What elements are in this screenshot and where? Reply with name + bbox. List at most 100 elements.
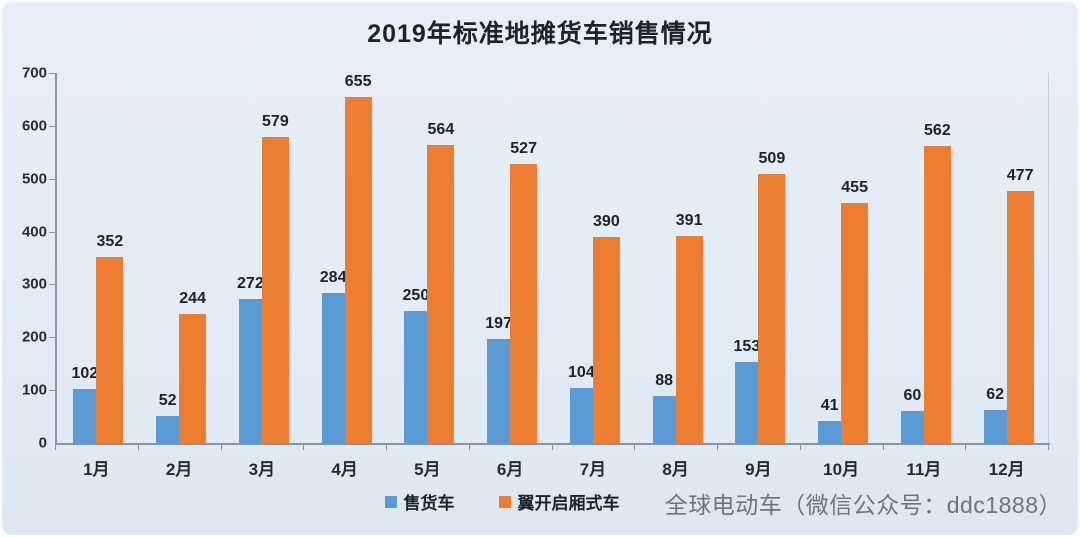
x-axis-label: 3月 [248,460,276,479]
y-axis-tick [49,73,55,74]
y-axis-tick [49,125,55,127]
bar-value-label: 62 [986,386,1005,404]
legend-item: 售货车 [384,489,455,514]
y-axis-tick [49,231,55,233]
x-axis-tick [137,445,139,450]
bar-orange [675,236,703,443]
chart-title: 2019年标准地摊货车销售情况 [367,20,713,48]
bar-value-label: 52 [158,391,177,409]
y-axis-tick [49,337,55,339]
bar-blue [569,388,593,443]
bar-value-label: 250 [402,286,430,304]
bar-orange [758,173,786,443]
x-axis-label: 2月 [165,460,193,479]
x-axis-tick [882,445,884,450]
bar-value-label: 244 [179,290,206,308]
x-axis-label: 10月 [823,460,860,479]
plot-right-border [1048,73,1049,443]
bar-value-label: 455 [841,178,868,196]
x-axis-line [55,443,1050,445]
x-axis-tick [634,445,636,450]
x-axis-label: 5月 [414,460,441,479]
bar-blue [73,389,97,443]
y-axis-tick-label: 200 [21,328,47,346]
x-axis-tick [717,445,718,450]
x-axis-tick [220,445,222,450]
y-axis-tick [49,284,55,286]
legend-label: 售货车 [403,494,455,513]
bar-value-label: 390 [593,212,620,230]
bar-blue [321,292,345,443]
x-axis-label: 11月 [906,460,942,479]
y-axis-tick-label: 100 [21,381,47,399]
bar-orange [344,96,372,443]
legend-swatch-orange [498,495,511,508]
bar-orange [510,164,538,443]
y-axis-line [55,73,57,443]
bar-value-label: 104 [568,364,595,382]
y-axis-tick-label: 700 [21,64,47,82]
legend-swatch-blue [384,495,397,508]
x-axis-tick [1048,445,1049,450]
bar-orange [923,145,951,443]
bar-orange [261,136,289,443]
bar-value-label: 391 [675,212,703,230]
bar-blue [652,396,676,443]
bar-blue [156,415,180,443]
x-axis-label: 7月 [579,460,607,479]
bar-value-label: 197 [485,314,512,332]
x-axis-tick [303,445,305,450]
y-axis-tick-label: 400 [21,223,47,241]
bar-value-label: 41 [820,397,839,415]
y-axis-tick-label: 500 [21,170,47,188]
bar-value-label: 477 [1006,166,1034,184]
x-axis-label: 9月 [745,460,772,479]
x-axis-tick [551,445,553,450]
bar-value-label: 509 [758,149,786,167]
x-axis-tick [965,445,967,450]
x-axis-label: 12月 [988,460,1025,479]
bar-orange [841,202,869,443]
bar-value-label: 579 [262,112,289,130]
bar-orange [1006,190,1034,443]
x-axis-label: 4月 [331,460,358,479]
bar-value-label: 564 [427,120,455,138]
bar-blue [900,411,924,443]
bar-blue [818,421,842,443]
bar-orange [427,144,455,443]
x-axis-label: 1月 [83,460,110,479]
x-axis-tick [468,445,470,450]
watermark-text: 全球电动车（微信公众号：ddc1888） [664,492,1062,518]
bar-blue [238,299,262,443]
bar-value-label: 60 [903,387,922,405]
x-axis-tick [386,445,387,450]
bar-orange [96,256,124,443]
bar-value-label: 562 [924,121,951,139]
bar-value-label: 153 [733,338,761,356]
bar-orange [179,314,207,443]
bar-blue [983,410,1007,443]
bar-blue [404,310,428,443]
legend: 售货车 翼开启厢式车 [2,489,1002,514]
bar-value-label: 272 [237,275,264,293]
bar-blue [735,362,759,443]
y-axis-tick-label: 600 [21,117,47,135]
bar-value-label: 655 [344,72,372,90]
x-axis-tick [55,445,56,450]
legend-item: 翼开启厢式车 [498,489,620,514]
bar-blue [487,338,511,443]
x-axis-label: 6月 [496,460,524,479]
bar-orange [592,236,620,443]
y-axis-tick-label: 0 [38,434,47,452]
y-axis-tick [49,178,55,180]
legend-label: 翼开启厢式车 [517,494,620,513]
bar-value-label: 102 [71,365,99,383]
y-axis-tick-label: 300 [21,275,47,293]
bar-value-label: 284 [319,268,347,286]
x-axis-label: 8月 [662,460,689,479]
bar-value-label: 352 [96,232,124,250]
bar-value-label: 527 [510,140,537,158]
